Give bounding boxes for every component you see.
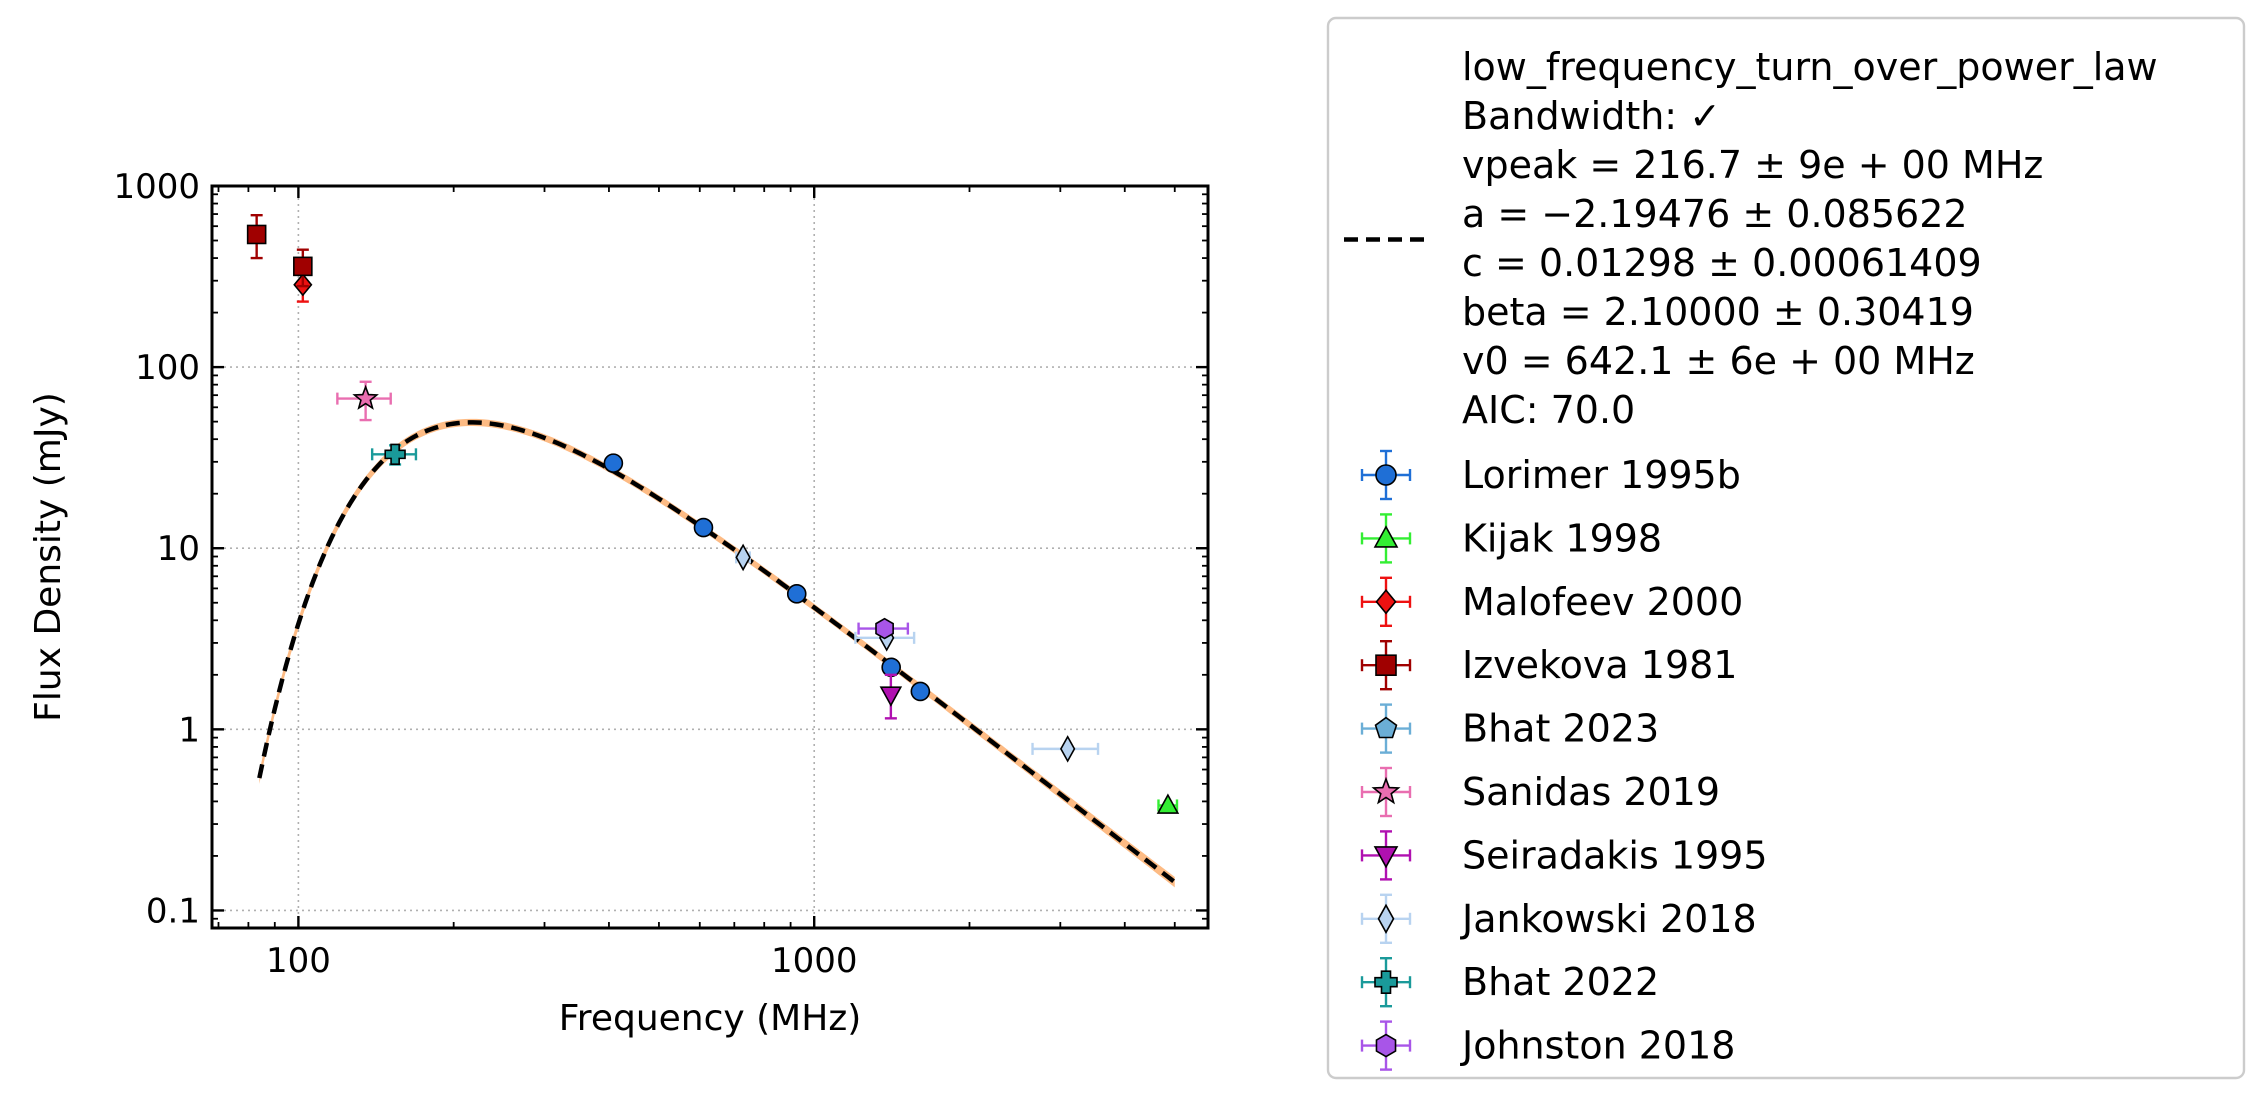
data-point [786, 584, 807, 604]
legend-fit-text: Bandwidth: ✓ [1462, 94, 1721, 138]
data-point [293, 256, 313, 277]
data-point [246, 224, 267, 245]
legend-fit-text: vpeak = 216.7 ± 9e + 00 MHz [1462, 143, 2043, 187]
y-tick-label: 1000 [113, 167, 200, 207]
data-point [1156, 793, 1180, 814]
legend-fit-text: low_frequency_turn_over_power_law [1462, 45, 2158, 89]
legend-label: Kijak 1998 [1462, 516, 1662, 560]
legend-label: Sanidas 2019 [1462, 770, 1720, 814]
y-tick-label: 100 [135, 348, 200, 388]
data-point [1059, 735, 1076, 763]
legend-fit-text: c = 0.01298 ± 0.00061409 [1462, 241, 1982, 285]
plot-area: 100 1000 0.1 1 10 100 1000 Frequency (MHz) Flux … [28, 167, 1210, 1039]
x-axis-label: Frequency (MHz) [559, 998, 862, 1039]
legend-fit-text: AIC: 70.0 [1462, 388, 1635, 432]
series-lorimer-1995b [603, 453, 931, 702]
legend-label: Malofeev 2000 [1462, 580, 1743, 624]
legend-fit-text: a = −2.19476 ± 0.085622 [1462, 192, 1968, 236]
ticks [212, 184, 1208, 929]
legend-marker [1377, 903, 1395, 934]
legend-marker [1373, 846, 1399, 869]
legend-label: Bhat 2022 [1462, 960, 1659, 1004]
x-tick-label: 1000 [771, 941, 858, 981]
data-point [879, 686, 903, 707]
legend-marker [1374, 716, 1398, 739]
data-point [735, 543, 751, 572]
legend-marker [1375, 1033, 1397, 1058]
data-point [352, 384, 379, 410]
legend: low_frequency_turn_over_power_law Bandwid… [1326, 16, 2246, 1080]
y-tick-label: 0.1 [146, 891, 200, 931]
series-kijak-1998 [1156, 793, 1180, 814]
series-johnston-2018 [857, 617, 910, 640]
fit-group [257, 418, 1177, 888]
data-point [603, 453, 624, 473]
legend-entry: Sanidas 2019 [1360, 766, 1720, 818]
legend-entry: Seiradakis 1995 [1360, 830, 1768, 881]
legend-marker [1371, 776, 1401, 805]
data-point [693, 517, 714, 538]
series-seiradakis-1995 [879, 673, 903, 720]
data-point [384, 443, 406, 466]
legend-entry: Lorimer 1995b [1360, 449, 1741, 501]
legend-label: Bhat 2023 [1462, 707, 1659, 751]
data-point [910, 681, 931, 702]
y-tick-label: 1 [178, 710, 200, 750]
y-tick-label: 10 [157, 529, 200, 569]
legend-label: Jankowski 2018 [1460, 897, 1757, 941]
legend-fit-text: beta = 2.10000 ± 0.30419 [1462, 290, 1974, 334]
legend-marker [1375, 464, 1397, 486]
legend-entry: Johnston 2018 [1360, 1020, 1735, 1071]
legend-entry-fit: low_frequency_turn_over_power_law Bandwid… [1344, 45, 2158, 432]
legend-label: Johnston 2018 [1460, 1024, 1735, 1068]
legend-entry: Kijak 1998 [1360, 513, 1662, 564]
data-points [246, 213, 1180, 814]
series-izvekova-1981 [246, 213, 313, 288]
legend-entry: Jankowski 2018 [1360, 893, 1757, 944]
legend-label: Seiradakis 1995 [1462, 833, 1768, 877]
plot-frame [210, 184, 1210, 930]
legend-fit-text: v0 = 642.1 ± 6e + 00 MHz [1462, 339, 1975, 383]
fit-line [257, 420, 1177, 884]
legend-box [1326, 16, 2246, 1080]
legend-marker [1374, 970, 1398, 995]
y-axis-label: Flux Density (mJy) [28, 392, 69, 722]
legend-label: Izvekova 1981 [1462, 643, 1737, 687]
legend-marker [1375, 589, 1397, 615]
series-jankowski-2018 [735, 543, 1100, 763]
series-sanidas-2019 [336, 380, 392, 422]
legend-entry: Bhat 2022 [1360, 957, 1659, 1008]
legend-label: Lorimer 1995b [1462, 453, 1741, 497]
series-bhat-2022 [370, 443, 418, 466]
x-tick-label: 100 [266, 941, 331, 981]
data-point [875, 617, 894, 640]
legend-entry: Malofeev 2000 [1360, 576, 1743, 627]
legend-entry: Izvekova 1981 [1360, 640, 1737, 691]
legend-entry: Bhat 2023 [1360, 703, 1659, 754]
legend-marker [1375, 654, 1397, 677]
fit-uncertainty-band [259, 418, 1175, 888]
legend-marker [1373, 525, 1399, 548]
